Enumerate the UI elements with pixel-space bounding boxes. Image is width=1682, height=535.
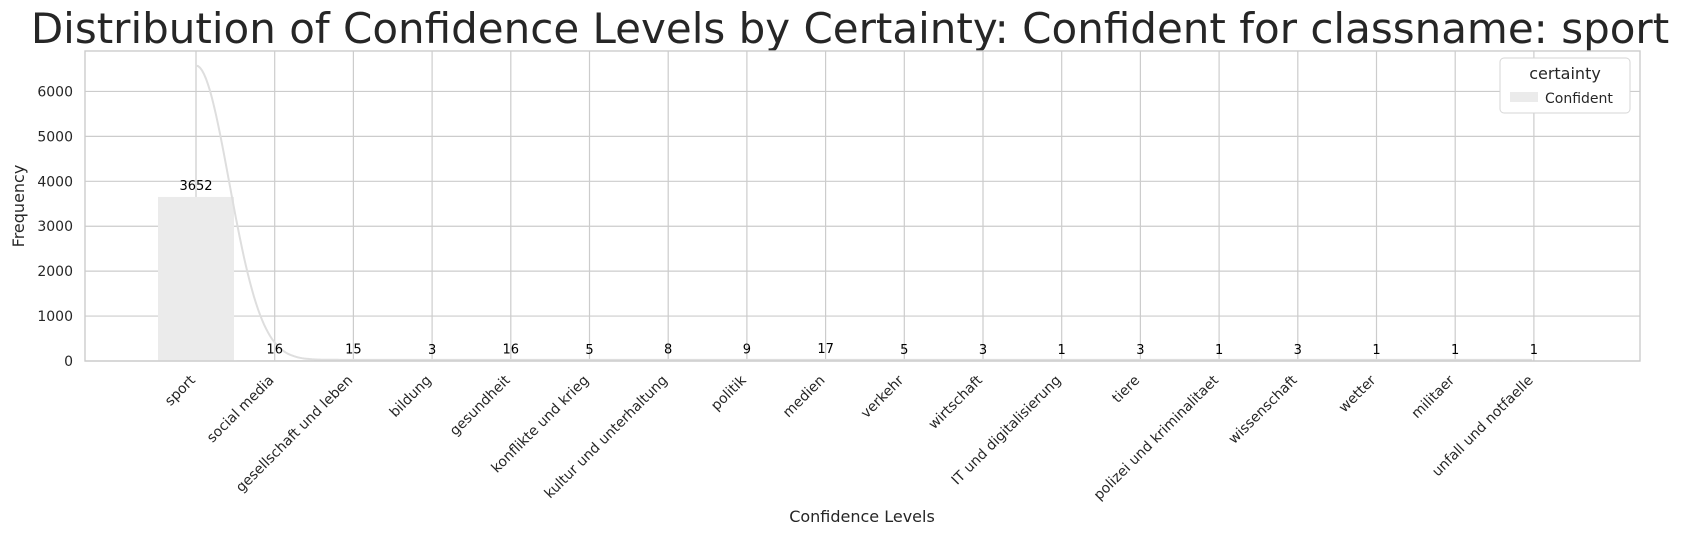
data-label: 5	[585, 343, 593, 358]
data-label: 16	[503, 342, 520, 357]
x-tick-label: sport	[162, 372, 199, 409]
x-tick-label: bildung	[387, 373, 435, 421]
y-tick-label: 4000	[37, 174, 73, 190]
y-tick-label: 0	[64, 354, 73, 370]
y-tick-label: 1000	[37, 309, 73, 325]
data-label: 3	[1294, 343, 1302, 358]
data-label: 15	[345, 342, 362, 357]
x-tick-label: gesundheit	[447, 372, 514, 439]
x-tick-label: tiere	[1109, 373, 1143, 407]
data-label: 1	[1530, 343, 1538, 358]
y-tick-label: 2000	[37, 264, 73, 280]
kde-curve	[195, 64, 1532, 361]
data-label: 9	[743, 343, 751, 358]
data-label: 3	[979, 343, 987, 358]
x-tick-label: medien	[780, 373, 828, 421]
x-tick-label: wirtschaft	[926, 372, 987, 433]
x-tick-label: militaer	[1409, 372, 1458, 421]
bar	[158, 196, 234, 361]
plot-frame	[84, 50, 1641, 362]
x-tick-label: social media	[204, 373, 278, 447]
y-tick-label: 3000	[37, 219, 73, 235]
x-axis-title: Confidence Levels	[789, 507, 935, 526]
bars	[158, 196, 1572, 362]
y-tick-label: 6000	[37, 84, 73, 100]
data-label: 17	[817, 342, 834, 357]
x-tick-label: verkehr	[858, 372, 907, 421]
legend: certainty Confident	[1499, 57, 1631, 114]
y-axis-title: Frequency	[9, 165, 28, 248]
legend-swatch-confident	[1510, 92, 1538, 102]
grid	[85, 51, 1640, 362]
data-label: 3	[428, 343, 436, 358]
data-label: 1	[1215, 343, 1223, 358]
data-labels: 3652 16 15 3 16 5 8 9 17 5 3 1 3 1 3 1 1 1	[179, 179, 1538, 358]
data-label: 3652	[179, 179, 212, 194]
x-tick-label: polizei und kriminalitaet	[1091, 372, 1222, 503]
data-label: 1	[1372, 343, 1380, 358]
data-label: 8	[664, 343, 672, 358]
data-label: 16	[266, 342, 283, 357]
x-tick-label: wetter	[1336, 372, 1380, 416]
data-label: 5	[900, 343, 908, 358]
data-label: 1	[1058, 343, 1066, 358]
x-tick-label: politik	[708, 372, 750, 414]
legend-title: certainty	[1529, 64, 1601, 83]
data-label: 3	[1136, 343, 1144, 358]
y-tick-labels: 0 1000 2000 3000 4000 5000 6000	[37, 84, 73, 370]
legend-entry-confident: Confident	[1545, 91, 1613, 107]
chart-title: Distribution of Confidence Levels by Cer…	[31, 4, 1669, 53]
data-label: 1	[1451, 343, 1459, 358]
y-tick-label: 5000	[37, 129, 73, 145]
x-tick-label: wissenschaft	[1226, 372, 1301, 447]
